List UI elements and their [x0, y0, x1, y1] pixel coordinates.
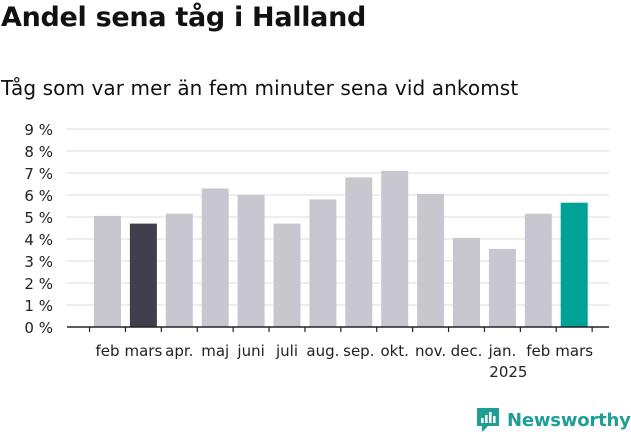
x-tick-label: sep.	[343, 342, 374, 360]
bar-11	[488, 248, 516, 327]
x-tick-label: aug.	[306, 342, 339, 360]
bar-chart: 0 %1 %2 %3 %4 %5 %6 %7 %8 %9 % feb mars ap…	[24, 121, 609, 381]
x-axis-ticks: feb mars apr. maj juni juli aug. sep. okt. nov. de…	[95, 342, 593, 381]
x-tick-label: okt.	[380, 342, 409, 360]
bar-6	[309, 199, 337, 327]
x-year-label: 2025	[489, 363, 527, 381]
y-tick-label: 0 %	[24, 319, 53, 337]
y-tick-label: 8 %	[24, 143, 53, 161]
x-tick-label: apr.	[165, 342, 193, 360]
bar-7	[345, 177, 373, 327]
x-tick-label: jan.	[488, 342, 517, 360]
y-tick-label: 9 %	[24, 121, 53, 139]
y-tick-label: 7 %	[24, 165, 53, 183]
x-tick-label: juli	[275, 342, 298, 360]
bar-3	[201, 188, 229, 327]
x-tick-label: feb	[526, 342, 550, 360]
brand-name: Newsworthy	[507, 409, 631, 431]
y-tick-label: 3 %	[24, 253, 53, 271]
y-tick-label: 2 %	[24, 275, 53, 293]
grid-lines	[67, 128, 609, 306]
y-tick-label: 1 %	[24, 297, 53, 315]
bar-10	[453, 237, 480, 327]
bar-1	[129, 223, 157, 327]
y-tick-label: 5 %	[24, 209, 53, 227]
bar-5	[273, 223, 301, 327]
bar-9	[417, 193, 445, 327]
chart-subtitle: Tåg som var mer än fem minuter sena vid …	[1, 76, 519, 100]
bar-2	[165, 213, 193, 327]
bar-4	[237, 195, 265, 327]
chart-title: Andel sena tåg i Halland	[1, 2, 367, 33]
newsworthy-icon	[477, 408, 499, 432]
x-tick-label: mars	[555, 342, 593, 360]
y-axis-ticks: 0 % 1 % 2 % 3 % 4 % 5 % 6 % 7 % 8 % 9 %	[24, 121, 53, 337]
x-tick-label: maj	[201, 342, 229, 360]
y-tick-label: 6 %	[24, 187, 53, 205]
x-tick-label: dec.	[451, 342, 483, 360]
x-axis	[67, 326, 609, 332]
x-tick-label: mars	[125, 342, 163, 360]
y-tick-label: 4 %	[24, 231, 53, 249]
bar-0	[94, 215, 121, 327]
x-tick-label: juni	[236, 342, 264, 360]
bar-13	[560, 202, 588, 327]
x-tick-label: nov.	[415, 342, 446, 360]
x-tick-label: feb	[95, 342, 119, 360]
bar-8	[381, 170, 409, 327]
bar-12	[524, 213, 552, 327]
newsworthy-logo: Newsworthy	[475, 406, 631, 434]
bars	[94, 170, 588, 327]
